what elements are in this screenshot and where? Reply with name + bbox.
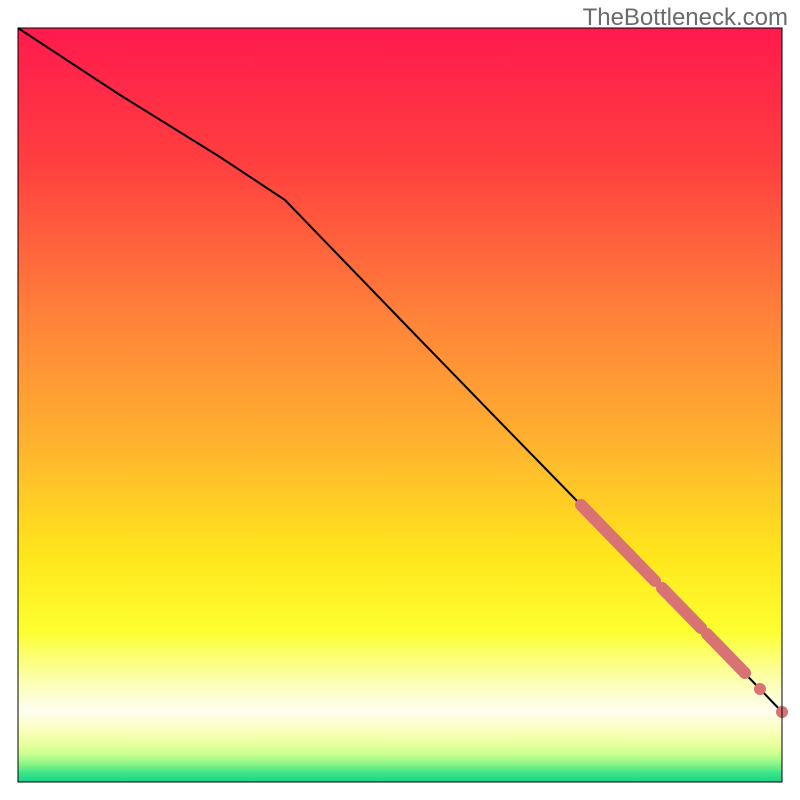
chart-svg bbox=[0, 0, 800, 800]
chart-container: TheBottleneck.com bbox=[0, 0, 800, 800]
marker-dot bbox=[754, 683, 766, 695]
plot-background bbox=[18, 28, 782, 782]
watermark-text: TheBottleneck.com bbox=[583, 4, 788, 32]
